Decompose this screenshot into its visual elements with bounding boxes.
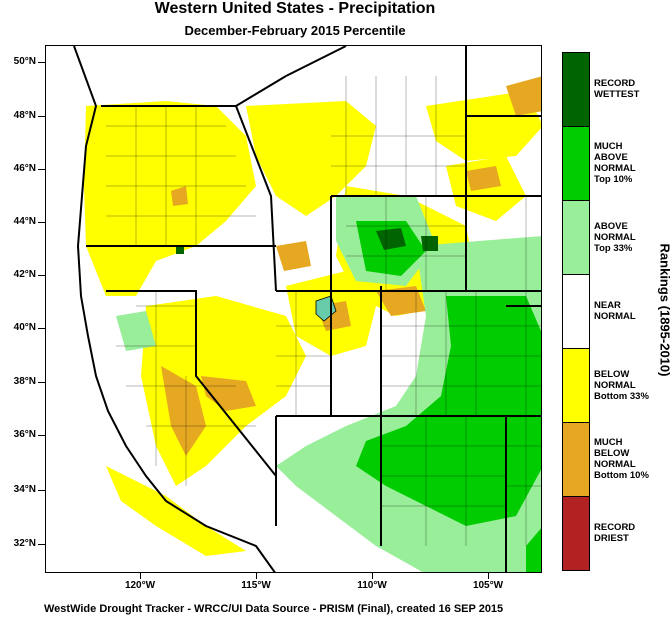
- legend-label-line: RECORD: [594, 78, 636, 89]
- lat-tick: [38, 382, 45, 383]
- legend-colorbar: [562, 52, 590, 571]
- lat-tick: [38, 222, 45, 223]
- legend-label-line: BELOW: [594, 448, 630, 459]
- much-below-normal-regions: [161, 76, 541, 456]
- legend-label-line: NORMAL: [594, 163, 636, 174]
- lon-tick: [256, 573, 257, 579]
- lat-tick: [38, 275, 45, 276]
- much-above-normal-regions: [356, 221, 541, 572]
- precipitation-map: [45, 45, 542, 573]
- county-borders: [106, 76, 541, 546]
- legend-label: MUCH ABOVE NORMAL Top 10%: [594, 141, 664, 185]
- legend-label-line: Bottom 10%: [594, 470, 649, 481]
- lon-tick: [140, 573, 141, 579]
- lat-tick: [38, 490, 45, 491]
- lon-label-115: 115°W: [241, 580, 271, 591]
- map-graphic: [46, 46, 541, 572]
- lon-tick: [488, 573, 489, 579]
- legend-label-line: NORMAL: [594, 379, 636, 391]
- legend-swatch: [562, 422, 590, 497]
- legend-label-line: NORMAL: [594, 231, 636, 243]
- lat-tick: [38, 328, 45, 329]
- legend-label: BELOW NORMAL Bottom 33%: [594, 369, 664, 402]
- lat-label-36: 36°N: [13, 429, 36, 440]
- legend-label-line: Top 33%: [594, 242, 633, 254]
- lat-label-38: 38°N: [13, 376, 36, 387]
- lon-tick: [372, 573, 373, 579]
- legend-label: RECORD WETTEST: [594, 78, 664, 100]
- legend-swatch: [562, 200, 590, 275]
- footer-credit: WestWide Drought Tracker - WRCC/UI Data …: [44, 603, 504, 615]
- legend-label-line: Bottom 33%: [594, 390, 649, 402]
- lat-label-34: 34°N: [13, 484, 36, 495]
- legend-label-line: NORMAL: [594, 459, 636, 470]
- lat-label-44: 44°N: [13, 216, 36, 227]
- state-borders: [73, 46, 541, 572]
- legend-swatch: [562, 52, 590, 127]
- lon-label-110: 110°W: [357, 580, 387, 591]
- lat-label-40: 40°N: [13, 322, 36, 333]
- legend-label-line: NEAR: [594, 300, 621, 311]
- legend-title: Rankings (1895-2010): [657, 243, 672, 377]
- legend-swatch: [562, 126, 590, 201]
- legend-label-line: RECORD: [594, 522, 636, 533]
- lat-tick: [38, 62, 45, 63]
- legend-label: MUCH BELOW NORMAL Bottom 10%: [594, 437, 664, 481]
- lat-label-46: 46°N: [13, 163, 36, 174]
- legend-label-line: MUCH: [594, 141, 623, 152]
- lat-label-48: 48°N: [13, 110, 36, 121]
- legend-label-line: BELOW: [594, 368, 630, 380]
- legend-label-line: WETTEST: [594, 89, 640, 100]
- lat-label-32: 32°N: [13, 538, 36, 549]
- lat-label-42: 42°N: [13, 269, 36, 280]
- legend-label-line: ABOVE: [594, 220, 628, 232]
- legend-label: ABOVE NORMAL Top 33%: [594, 221, 664, 254]
- legend-swatch: [562, 496, 590, 571]
- lat-tick: [38, 435, 45, 436]
- legend-label: RECORD DRIEST: [594, 522, 664, 544]
- lat-label-50: 50°N: [13, 56, 36, 67]
- legend-label-line: NORMAL: [594, 311, 636, 322]
- lon-label-105: 105°W: [472, 580, 504, 591]
- legend-label-line: MUCH: [594, 437, 623, 448]
- legend-swatch: [562, 274, 590, 349]
- legend-label-line: DRIEST: [594, 533, 629, 544]
- map-title: Western United States - Precipitation: [154, 0, 436, 17]
- lat-tick: [38, 116, 45, 117]
- legend-label-line: Top 10%: [594, 174, 633, 185]
- lat-tick: [38, 544, 45, 545]
- legend-label: NEAR NORMAL: [594, 300, 664, 322]
- legend-swatch: [562, 348, 590, 423]
- lat-tick: [38, 169, 45, 170]
- record-wettest-regions: [176, 228, 438, 254]
- lon-label-120: 120°W: [124, 580, 156, 591]
- map-subtitle: December-February 2015 Percentile: [184, 23, 406, 38]
- legend-label-line: ABOVE: [594, 152, 628, 163]
